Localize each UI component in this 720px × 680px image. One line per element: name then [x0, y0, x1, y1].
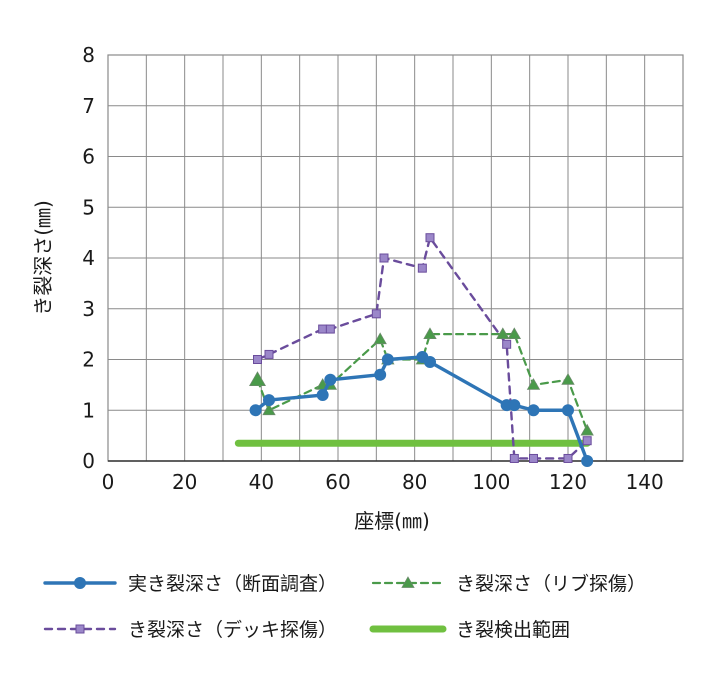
y-tick-label: 4: [82, 246, 95, 270]
data-point-actual: [324, 373, 337, 386]
legend-marker-actual: [74, 577, 86, 589]
y-tick-label: 5: [82, 195, 95, 219]
data-point-deck: [264, 349, 274, 359]
data-point-rib: [249, 371, 266, 387]
y-axis-title: き裂深さ(㎜): [31, 200, 55, 316]
data-point-actual: [381, 353, 394, 366]
data-point-deck: [325, 324, 335, 334]
legend-item-range: き裂検出範囲: [369, 619, 570, 641]
data-point-deck: [371, 309, 381, 319]
data-point-deck: [253, 355, 262, 364]
data-point-actual: [581, 455, 594, 467]
legend-item-rib: き裂深さ（リブ探傷）: [371, 572, 646, 595]
series-line-rib: [256, 333, 589, 432]
y-tick-label: 6: [82, 145, 95, 169]
data-point-actual: [374, 368, 387, 381]
legend-label-range: き裂検出範囲: [456, 619, 570, 641]
x-tick-label: 0: [102, 470, 115, 494]
x-tick-label: 100: [472, 470, 510, 494]
data-point-actual: [249, 404, 262, 417]
x-tick-label: 140: [626, 470, 664, 494]
legend-marker-deck: [75, 624, 85, 634]
data-point-actual: [527, 404, 540, 417]
data-point-deck: [318, 324, 328, 334]
legend-label-rib: き裂深さ（リブ探傷）: [456, 572, 646, 595]
legend-label-deck: き裂深さ（デッキ探傷）: [128, 619, 337, 641]
data-point-rib: [496, 327, 510, 340]
data-point-rib: [526, 378, 541, 390]
data-point-rib: [580, 423, 594, 436]
x-axis-title: 座標(㎜): [354, 509, 430, 533]
y-tick-label: 8: [82, 43, 95, 67]
data-point-actual: [316, 389, 329, 402]
x-tick-labels: 0 20 40 60 80 100 120 140: [102, 470, 664, 494]
data-point-deck: [417, 263, 427, 273]
data-point-deck: [379, 253, 389, 263]
y-tick-labels: 0 1 2 3 4 5 6 7 8: [82, 43, 95, 473]
x-tick-label: 20: [172, 470, 197, 494]
data-point-deck: [563, 453, 573, 463]
data-point-actual: [263, 394, 275, 407]
data-point-deck: [582, 436, 592, 446]
data-point-rib: [262, 403, 276, 416]
data-point-rib: [423, 327, 437, 340]
legend-item-deck: き裂深さ（デッキ探傷）: [43, 619, 337, 641]
x-tick-label: 40: [249, 470, 274, 494]
y-tick-label: 7: [82, 94, 95, 118]
x-tick-label: 60: [325, 470, 350, 494]
y-tick-label: 0: [82, 449, 95, 473]
x-tick-label: 80: [402, 470, 427, 494]
data-point-actual: [508, 399, 521, 412]
grid-lines: [107, 54, 684, 462]
data-point-deck: [529, 453, 538, 463]
data-point-deck: [502, 339, 512, 349]
data-point-deck: [509, 453, 519, 463]
data-point-rib: [373, 332, 387, 345]
data-point-actual: [424, 356, 436, 369]
y-tick-label: 3: [82, 297, 95, 321]
data-point-actual: [562, 404, 574, 417]
legend-label-actual: 実き裂深さ（断面調査）: [128, 573, 337, 595]
data-point-rib: [561, 372, 575, 385]
y-tick-label: 2: [82, 348, 95, 372]
y-tick-label: 1: [82, 398, 95, 422]
data-point-rib: [507, 327, 522, 340]
legend: 実き裂深さ（断面調査） き裂深さ（リブ探傷） き裂深さ（デッキ探傷） き裂検出範囲: [43, 572, 646, 641]
data-point-deck: [425, 233, 435, 243]
series-rib: [249, 327, 594, 436]
legend-item-actual: 実き裂深さ（断面調査）: [43, 573, 337, 595]
series-actual: [249, 350, 594, 467]
x-tick-label: 120: [549, 470, 587, 494]
series-deck: [253, 233, 592, 463]
legend-marker-rib: [401, 576, 415, 588]
series-layer: [234, 233, 594, 467]
